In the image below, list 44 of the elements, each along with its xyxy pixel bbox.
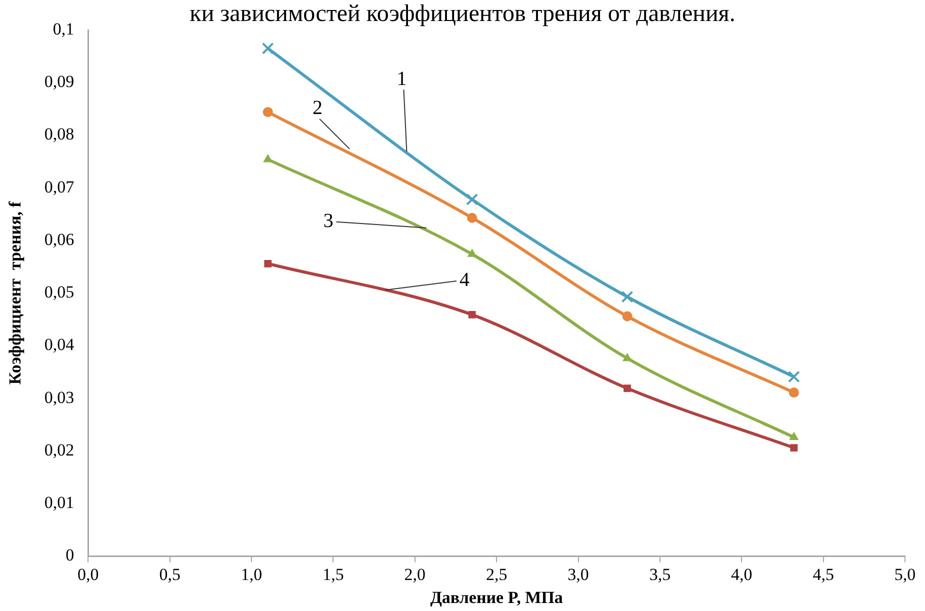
annotation: 1 [396,68,407,90]
x-tick-label: 4,0 [731,564,752,584]
y-tick-label: 0,05 [44,282,74,302]
point [790,444,798,452]
point [788,388,799,398]
y-tick-label: 0,04 [44,335,75,354]
point [790,432,798,440]
y-tick-label: 0,08 [44,124,74,144]
annotation: 4 [459,269,470,292]
x-tick-label: 1,5 [322,564,344,584]
point [624,384,631,392]
point [467,212,478,223]
x-tick-label: 2,5 [486,564,508,584]
point [264,260,272,268]
y-tick-label: 0,1 [52,19,74,38]
point [621,290,634,303]
point [622,353,632,362]
point [788,370,800,383]
x-tick-label: 0,5 [159,564,180,584]
point [262,42,274,54]
x-tick-label: 0,0 [78,564,99,584]
y-tick-label: 0,01 [44,493,74,512]
y-tick-label: 0,06 [44,230,74,249]
annotation: 2 [312,97,323,120]
y-tick-label: 0,07 [44,177,75,196]
y-tick-label: 0,09 [44,72,74,92]
point [622,311,632,322]
point [262,107,273,118]
point [466,193,478,206]
point [468,249,476,257]
point [468,310,476,318]
y-tick-label: 0 [66,546,74,565]
x-tick-label: 2,0 [404,564,426,584]
y-axis-title: Коэффициент трения, f [6,201,25,385]
y-tick-label: 0,03 [44,388,74,407]
chart-title: ки зависимостей коэффициентов трения от давления. [190,1,736,27]
x-tick-label: 3,0 [568,564,589,584]
y-tick-label: 0,02 [44,440,74,460]
x-tick-label: 4,5 [812,564,834,584]
x-tick-label: 1,0 [240,564,262,584]
x-axis-title: Давление P, МПа [430,588,564,608]
x-tick-label: 5,0 [894,564,916,584]
annotation: 3 [323,210,334,232]
x-tick-label: 3,5 [649,564,671,584]
